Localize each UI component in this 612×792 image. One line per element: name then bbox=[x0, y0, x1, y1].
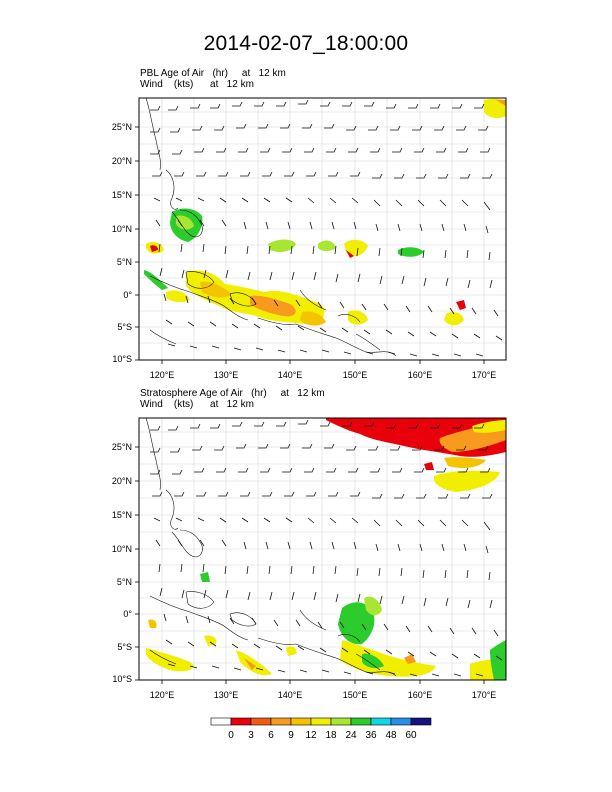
pbl-lat-label: 10°N bbox=[112, 224, 132, 234]
pbl-lat-label: 5°S bbox=[117, 322, 132, 332]
colorbar-swatch bbox=[310, 717, 332, 726]
colorbar-swatch bbox=[410, 717, 432, 726]
strat-lon-label: 140°E bbox=[278, 690, 303, 700]
pbl-lon-label: 130°E bbox=[214, 370, 239, 380]
colorbar-swatch bbox=[270, 717, 292, 726]
pbl-lon-label: 140°E bbox=[278, 370, 303, 380]
panel2-subtitle-field: Stratosphere Age of Air (hr) at 12 km bbox=[140, 388, 325, 399]
pbl-shading bbox=[144, 98, 506, 326]
colorbar-swatch bbox=[230, 717, 252, 726]
strat-lon-label: 160°E bbox=[408, 690, 433, 700]
strat-lat-label: 0° bbox=[123, 609, 132, 619]
colorbar-label: 12 bbox=[305, 730, 317, 741]
pbl-lon-label: 170°E bbox=[472, 370, 497, 380]
pbl-lat-label: 5°N bbox=[117, 257, 132, 267]
strat-map-panel: 25°N 20°N 15°N 10°N 5°N 0° 5°S 10°S 120°… bbox=[112, 417, 507, 700]
panel1-subtitle-field: PBL Age of Air (hr) at 12 km bbox=[140, 68, 286, 79]
colorbar-label: 48 bbox=[385, 730, 397, 741]
colorbar-label: 9 bbox=[288, 730, 294, 741]
pbl-lat-label: 10°S bbox=[112, 354, 132, 364]
strat-lon-label: 170°E bbox=[472, 690, 497, 700]
panel1-subtitle-wind: Wind (kts) at 12 km bbox=[140, 79, 254, 90]
pbl-lon-label: 160°E bbox=[408, 370, 433, 380]
pbl-lat-label: 20°N bbox=[112, 156, 132, 166]
colorbar-swatch bbox=[370, 717, 392, 726]
strat-lat-label: 20°N bbox=[112, 476, 132, 486]
colorbar-label: 3 bbox=[248, 730, 254, 741]
strat-lat-label: 15°N bbox=[112, 510, 132, 520]
plot-title: 2014-02-07_18:00:00 bbox=[203, 32, 409, 55]
strat-lat-label: 10°N bbox=[112, 544, 132, 554]
pbl-lat-label: 0° bbox=[123, 290, 132, 300]
colorbar-label: 6 bbox=[268, 730, 274, 741]
strat-lat-label: 10°S bbox=[112, 674, 132, 684]
colorbar-label: 24 bbox=[345, 730, 357, 741]
colorbar-label: 18 bbox=[325, 730, 337, 741]
pbl-map-panel: 25°N 20°N 15°N 10°N 5°N 0° 5°S 10°S 120°… bbox=[112, 97, 507, 380]
pbl-lon-label: 120°E bbox=[150, 370, 175, 380]
strat-wind-barbs bbox=[150, 419, 503, 677]
strat-lon-label: 120°E bbox=[150, 690, 175, 700]
strat-coastlines bbox=[145, 418, 397, 677]
panel2-subtitle-wind: Wind (kts) at 12 km bbox=[140, 399, 254, 410]
strat-shading bbox=[146, 418, 506, 680]
strat-lon-label: 150°E bbox=[343, 690, 368, 700]
pbl-lat-label: 15°N bbox=[112, 190, 132, 200]
colorbar-swatch bbox=[390, 717, 412, 726]
colorbar-swatch bbox=[290, 717, 312, 726]
colorbar-label: 60 bbox=[405, 730, 417, 741]
colorbar-swatch bbox=[330, 717, 352, 726]
strat-lat-label: 5°S bbox=[117, 642, 132, 652]
colorbar-swatch bbox=[210, 717, 232, 726]
colorbar: 0 3 6 9 12 18 24 36 48 60 bbox=[210, 717, 432, 741]
pbl-wind-barbs bbox=[150, 99, 503, 357]
strat-lon-label: 130°E bbox=[214, 690, 239, 700]
strat-lat-label: 5°N bbox=[117, 577, 132, 587]
colorbar-swatch bbox=[350, 717, 372, 726]
colorbar-label: 36 bbox=[365, 730, 377, 741]
colorbar-label: 0 bbox=[228, 730, 234, 741]
strat-lat-label: 25°N bbox=[112, 442, 132, 452]
colorbar-swatch bbox=[250, 717, 272, 726]
pbl-lon-label: 150°E bbox=[343, 370, 368, 380]
pbl-lat-label: 25°N bbox=[112, 122, 132, 132]
